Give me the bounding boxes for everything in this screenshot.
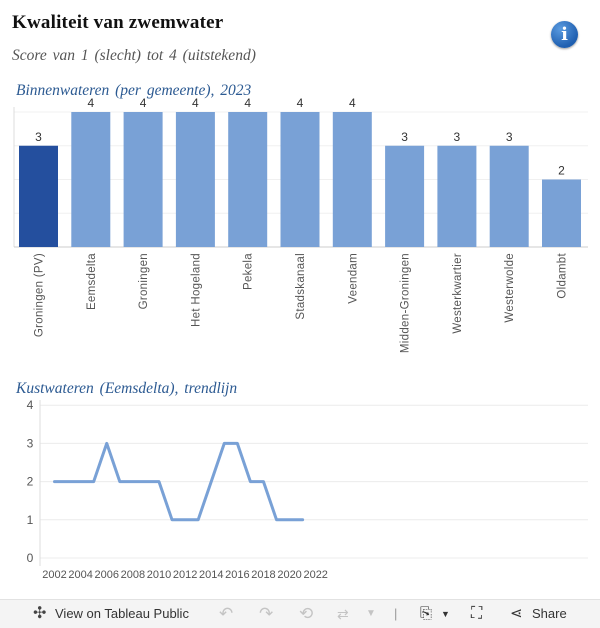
line-x-tick-label: 2002 xyxy=(42,569,66,581)
line-x-tick-label: 2010 xyxy=(147,569,171,581)
bar-value-label: 2 xyxy=(558,164,565,178)
view-on-tableau-link[interactable]: View on Tableau Public xyxy=(55,606,189,621)
bar-6 xyxy=(332,112,372,247)
bar-4 xyxy=(228,112,268,247)
line-y-tick-label: 1 xyxy=(27,513,34,527)
line-y-tick-label: 2 xyxy=(27,475,34,489)
bar-chart: 3 Groningen (PV) 4 Eemsdelta 4 Groningen 4 Het … xyxy=(13,96,588,353)
redo-icon[interactable]: ↷ xyxy=(259,604,274,623)
bar-category-label: Eemsdelta xyxy=(86,253,98,310)
line-chart-title: Kustwateren (Eemsdelta), trendlijn xyxy=(16,380,238,397)
info-icon[interactable]: i xyxy=(551,21,578,48)
bar-category-label: Westerkwartier xyxy=(452,253,464,334)
bar-category-label: Westerwolde xyxy=(504,253,516,323)
bar-1 xyxy=(71,112,111,247)
bar-category-label: Veendam xyxy=(347,253,359,304)
fullscreen-icon[interactable]: ⛶ xyxy=(471,605,483,622)
bar-value-label: 4 xyxy=(140,96,147,110)
line-y-tick-label: 0 xyxy=(27,551,34,565)
bar-value-label: 3 xyxy=(401,130,408,144)
line-chart: 0 1 2 3 4 2002 2004 2006 2008 2010 2012 2014 2016 201… xyxy=(27,398,588,581)
line-x-tick-label: 2008 xyxy=(121,569,145,581)
bar-value-label: 4 xyxy=(192,96,199,110)
undo-icon[interactable]: ↶ xyxy=(219,604,234,623)
bar-value-label: 4 xyxy=(297,96,304,110)
download-dropdown-icon[interactable]: ▼ xyxy=(441,609,450,619)
toolbar-divider: | xyxy=(394,606,398,621)
bar-category-label: Midden-Groningen xyxy=(400,253,412,353)
bar-category-label: Stadskanaal xyxy=(295,253,307,320)
bar-category-label: Oldambt xyxy=(557,252,569,298)
bar-2 xyxy=(123,112,163,247)
bar-category-label: Het Hogeland xyxy=(190,253,202,327)
bar-9 xyxy=(489,145,529,247)
share-button[interactable]: Share xyxy=(532,606,567,621)
bar-5 xyxy=(280,112,320,247)
line-x-tick-label: 2012 xyxy=(173,569,197,581)
bar-value-label: 4 xyxy=(349,96,356,110)
bar-10 xyxy=(542,179,581,247)
line-y-tick-label: 4 xyxy=(27,398,34,412)
bar-value-label: 4 xyxy=(87,96,94,110)
bar-7 xyxy=(385,145,425,247)
bar-category-label: Groningen (PV) xyxy=(34,253,46,337)
bar-0 xyxy=(19,145,58,247)
line-x-tick-label: 2004 xyxy=(68,569,92,581)
trend-line-series xyxy=(53,441,305,522)
bar-value-label: 3 xyxy=(506,130,513,144)
bar-value-label: 3 xyxy=(35,130,42,144)
line-y-tick-label: 3 xyxy=(27,436,34,450)
tableau-icon[interactable]: ✣ xyxy=(33,605,47,622)
download-icon[interactable]: ⎘ xyxy=(420,605,433,622)
line-x-tick-label: 2006 xyxy=(94,569,118,581)
line-x-tick-label: 2018 xyxy=(251,569,275,581)
line-x-tick-label: 2022 xyxy=(303,569,327,581)
tableau-toolbar: ✣ View on Tableau Public ↶ ↷ ⟲ ⇄ ▼ | ⎘ ▼… xyxy=(0,599,600,628)
refresh-dropdown-icon[interactable]: ▼ xyxy=(366,608,376,619)
bar-8 xyxy=(437,145,477,247)
line-x-tick-label: 2020 xyxy=(277,569,301,581)
bar-chart-title: Binnenwateren (per gemeente), 2023 xyxy=(16,82,252,99)
dashboard-subtitle: Score van 1 (slecht) tot 4 (uitstekend) xyxy=(12,47,256,64)
line-x-tick-label: 2016 xyxy=(225,569,249,581)
line-x-tick-label: 2014 xyxy=(199,569,223,581)
share-icon[interactable]: ⋖ xyxy=(510,605,523,622)
bar-3 xyxy=(175,112,215,247)
bar-category-label: Pekela xyxy=(243,253,255,290)
dashboard-title: Kwaliteit van zwemwater xyxy=(12,12,224,33)
bar-value-label: 4 xyxy=(244,96,251,110)
revert-icon[interactable]: ⟲ xyxy=(299,604,314,623)
bar-category-label: Groningen xyxy=(138,253,150,309)
bar-value-label: 3 xyxy=(454,130,461,144)
refresh-icon[interactable]: ⇄ xyxy=(337,606,349,622)
